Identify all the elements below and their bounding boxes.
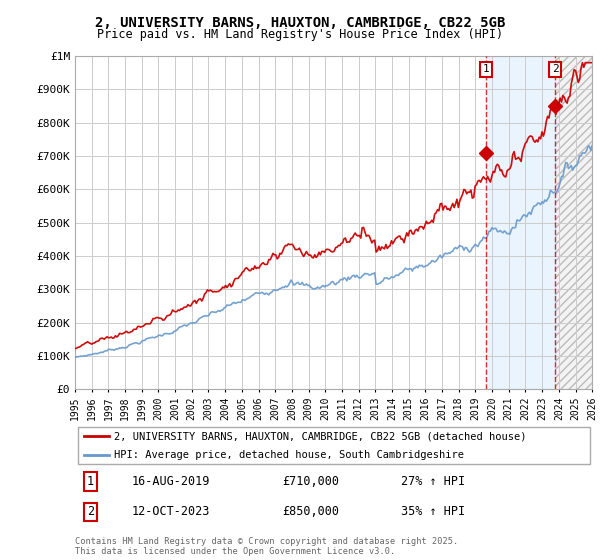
Text: 2, UNIVERSITY BARNS, HAUXTON, CAMBRIDGE, CB22 5GB: 2, UNIVERSITY BARNS, HAUXTON, CAMBRIDGE,… bbox=[95, 16, 505, 30]
Text: £850,000: £850,000 bbox=[282, 506, 339, 519]
Bar bbox=[486, 56, 555, 389]
FancyBboxPatch shape bbox=[77, 427, 590, 464]
Bar bbox=[555, 56, 592, 389]
Text: HPI: Average price, detached house, South Cambridgeshire: HPI: Average price, detached house, Sout… bbox=[114, 450, 464, 460]
Text: 2: 2 bbox=[552, 64, 559, 74]
Text: 1: 1 bbox=[87, 475, 94, 488]
Text: 16-AUG-2019: 16-AUG-2019 bbox=[132, 475, 210, 488]
Text: £710,000: £710,000 bbox=[282, 475, 339, 488]
Bar bbox=[555, 56, 592, 389]
Text: 2: 2 bbox=[87, 506, 94, 519]
Text: 27% ↑ HPI: 27% ↑ HPI bbox=[401, 475, 465, 488]
Text: Price paid vs. HM Land Registry's House Price Index (HPI): Price paid vs. HM Land Registry's House … bbox=[97, 28, 503, 41]
Text: 1: 1 bbox=[482, 64, 489, 74]
Text: 35% ↑ HPI: 35% ↑ HPI bbox=[401, 506, 465, 519]
Text: 2, UNIVERSITY BARNS, HAUXTON, CAMBRIDGE, CB22 5GB (detached house): 2, UNIVERSITY BARNS, HAUXTON, CAMBRIDGE,… bbox=[114, 432, 526, 441]
Text: 12-OCT-2023: 12-OCT-2023 bbox=[132, 506, 210, 519]
Text: Contains HM Land Registry data © Crown copyright and database right 2025.
This d: Contains HM Land Registry data © Crown c… bbox=[75, 536, 458, 556]
